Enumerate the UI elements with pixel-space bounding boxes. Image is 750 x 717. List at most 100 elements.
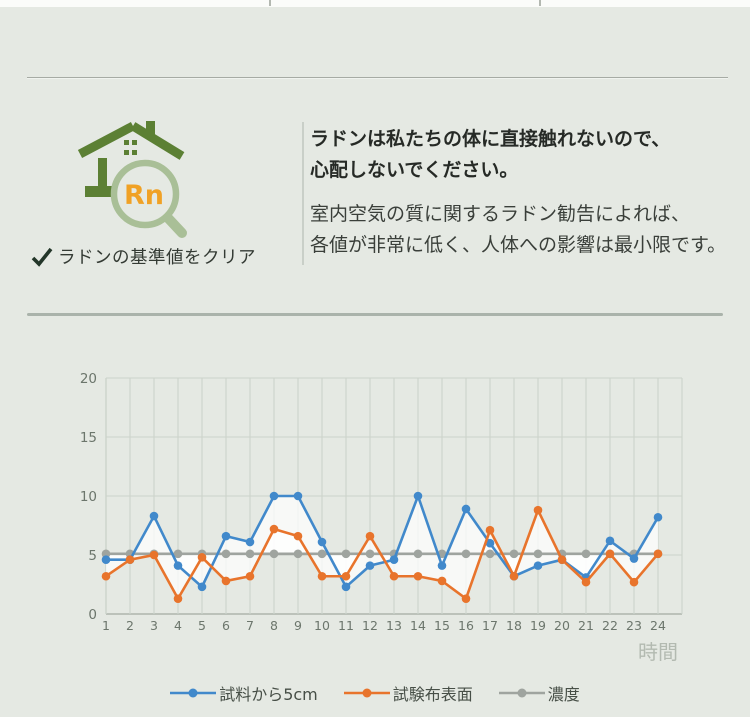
info-line: 心配しないでください。 bbox=[310, 159, 519, 181]
x-tick-label: 10 bbox=[314, 618, 330, 633]
x-tick-label: 5 bbox=[198, 618, 206, 633]
data-point-1 bbox=[197, 553, 207, 562]
info-line: ラドンは私たちの体に直接触れないので、 bbox=[310, 128, 671, 150]
data-point-2 bbox=[341, 549, 351, 559]
badge: ラドンの基準値をクリア bbox=[30, 244, 256, 269]
chart-legend: 試料から5cm 試験布表面 濃度 bbox=[0, 681, 750, 705]
data-point-2 bbox=[173, 549, 183, 559]
y-tick-label: 0 bbox=[88, 607, 97, 623]
ruler-tick-icon bbox=[539, 0, 541, 6]
data-point-2 bbox=[221, 549, 231, 559]
x-tick-label: 4 bbox=[174, 618, 182, 633]
x-tick-label: 21 bbox=[578, 618, 594, 633]
data-point-2 bbox=[317, 549, 327, 559]
y-tick-label: 20 bbox=[80, 371, 97, 387]
data-point-2 bbox=[365, 549, 375, 559]
house-radon-icon: Rn bbox=[77, 121, 187, 238]
legend-line-dot-icon bbox=[343, 688, 390, 698]
x-tick-label: 11 bbox=[338, 618, 354, 633]
badge-label: ラドンの基準値をクリア bbox=[58, 248, 256, 268]
checkmark-icon bbox=[31, 247, 53, 267]
x-tick-label: 18 bbox=[506, 618, 522, 633]
info-text-block: ラドンは私たちの体に直接触れないので、 心配しないでください。 室内空気の質に関… bbox=[310, 124, 740, 274]
x-tick-label: 14 bbox=[410, 618, 426, 633]
data-point-1 bbox=[389, 571, 399, 581]
data-point-0 bbox=[221, 531, 231, 541]
data-point-2 bbox=[245, 549, 255, 559]
top-divider bbox=[27, 77, 728, 79]
data-point-0 bbox=[293, 491, 303, 501]
data-point-0 bbox=[245, 537, 255, 547]
data-point-1 bbox=[149, 550, 159, 560]
data-point-0 bbox=[413, 491, 423, 501]
data-point-2 bbox=[269, 549, 279, 559]
x-tick-label: 1 bbox=[102, 618, 110, 633]
data-point-2 bbox=[413, 549, 423, 559]
ruler-tick-icon bbox=[269, 0, 271, 6]
data-point-0 bbox=[149, 511, 159, 521]
data-point-0 bbox=[197, 582, 207, 592]
data-point-0 bbox=[485, 538, 495, 548]
magnifier-icon: Rn bbox=[110, 159, 187, 238]
data-point-0 bbox=[653, 512, 663, 522]
data-point-1 bbox=[437, 576, 447, 586]
x-tick-label: 17 bbox=[482, 618, 498, 633]
data-point-1 bbox=[269, 524, 279, 534]
x-tick-label: 9 bbox=[294, 618, 302, 633]
x-tick-label: 24 bbox=[650, 618, 666, 633]
data-point-1 bbox=[221, 576, 231, 586]
data-point-2 bbox=[293, 549, 303, 559]
data-point-1 bbox=[509, 571, 519, 581]
legend-item-concentration: 濃度 bbox=[498, 681, 580, 705]
legend-item-test-cloth: 試験布表面 bbox=[343, 681, 473, 705]
house-icon bbox=[77, 121, 185, 197]
data-point-0 bbox=[629, 554, 639, 563]
x-tick-label: 16 bbox=[458, 618, 474, 633]
data-point-1 bbox=[317, 571, 327, 581]
data-point-1 bbox=[533, 505, 543, 515]
data-point-1 bbox=[581, 577, 591, 587]
data-point-1 bbox=[365, 531, 375, 541]
data-point-0 bbox=[437, 561, 447, 570]
y-tick-label: 15 bbox=[80, 430, 97, 446]
data-point-0 bbox=[317, 537, 327, 547]
rn-symbol: Rn bbox=[124, 180, 164, 211]
data-point-1 bbox=[293, 531, 303, 541]
data-point-1 bbox=[101, 571, 111, 581]
x-tick-label: 22 bbox=[602, 618, 618, 633]
vertical-divider bbox=[302, 122, 304, 265]
x-tick-label: 6 bbox=[222, 618, 230, 633]
data-point-1 bbox=[173, 594, 183, 603]
x-tick-label: 12 bbox=[362, 618, 378, 633]
data-point-1 bbox=[629, 577, 639, 587]
y-tick-label: 10 bbox=[80, 489, 97, 505]
x-tick-label: 13 bbox=[386, 618, 402, 633]
legend-line-dot-icon bbox=[498, 688, 545, 698]
data-point-0 bbox=[533, 561, 543, 570]
series-line-1 bbox=[105, 506, 659, 602]
data-point-0 bbox=[101, 555, 111, 565]
data-point-1 bbox=[245, 571, 255, 581]
data-point-1 bbox=[557, 555, 567, 565]
data-point-1 bbox=[653, 549, 663, 559]
x-tick-label: 2 bbox=[126, 618, 134, 633]
data-point-2 bbox=[509, 549, 519, 559]
data-point-0 bbox=[173, 561, 183, 570]
x-axis-title: 時間 bbox=[638, 640, 678, 664]
legend-label: 試料から5cm bbox=[219, 685, 318, 704]
data-point-0 bbox=[269, 491, 279, 501]
data-point-1 bbox=[413, 571, 423, 581]
data-point-2 bbox=[533, 549, 543, 559]
data-point-1 bbox=[605, 549, 615, 559]
data-point-1 bbox=[125, 555, 135, 565]
x-tick-label: 8 bbox=[270, 618, 278, 633]
data-point-0 bbox=[461, 504, 471, 514]
data-point-2 bbox=[101, 549, 111, 559]
x-tick-label: 19 bbox=[530, 618, 546, 633]
data-point-1 bbox=[341, 571, 351, 581]
legend-line-dot-icon bbox=[170, 688, 217, 698]
line-chart: 0 5 10 15 20 1 2 3 4 5 6 7 8 9 10 11 12 13 14 15 16 17 18 19 20 2… bbox=[80, 352, 700, 664]
data-point-2 bbox=[581, 549, 591, 559]
